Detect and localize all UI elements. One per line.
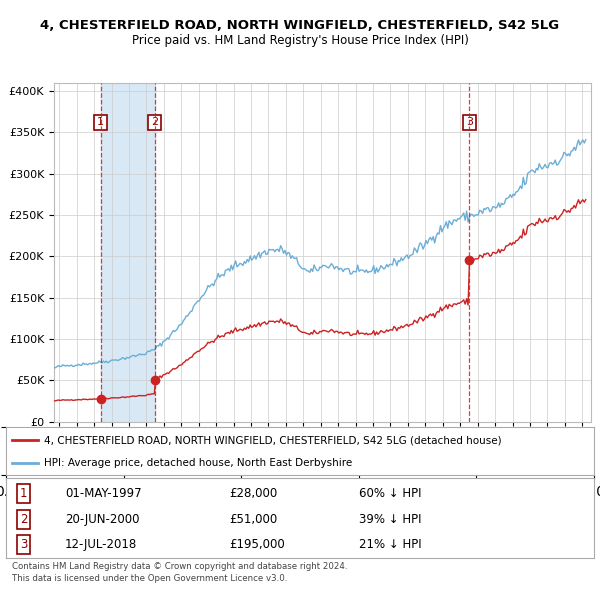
Bar xyxy=(101,83,155,422)
Text: 2: 2 xyxy=(151,117,158,127)
Text: £28,000: £28,000 xyxy=(229,487,278,500)
Text: Price paid vs. HM Land Registry's House Price Index (HPI): Price paid vs. HM Land Registry's House … xyxy=(131,34,469,47)
Text: 01-MAY-1997: 01-MAY-1997 xyxy=(65,487,142,500)
Text: 12-JUL-2018: 12-JUL-2018 xyxy=(65,538,137,551)
Text: 4, CHESTERFIELD ROAD, NORTH WINGFIELD, CHESTERFIELD, S42 5LG (detached house): 4, CHESTERFIELD ROAD, NORTH WINGFIELD, C… xyxy=(44,435,502,445)
Text: 3: 3 xyxy=(20,538,28,551)
Text: 21% ↓ HPI: 21% ↓ HPI xyxy=(359,538,421,551)
Text: 20-JUN-2000: 20-JUN-2000 xyxy=(65,513,139,526)
Text: 1: 1 xyxy=(20,487,28,500)
Text: 39% ↓ HPI: 39% ↓ HPI xyxy=(359,513,421,526)
Text: 2: 2 xyxy=(20,513,28,526)
Text: £51,000: £51,000 xyxy=(229,513,278,526)
Text: 60% ↓ HPI: 60% ↓ HPI xyxy=(359,487,421,500)
Text: 3: 3 xyxy=(466,117,473,127)
Text: 4, CHESTERFIELD ROAD, NORTH WINGFIELD, CHESTERFIELD, S42 5LG: 4, CHESTERFIELD ROAD, NORTH WINGFIELD, C… xyxy=(40,19,560,32)
Text: £195,000: £195,000 xyxy=(229,538,285,551)
Text: HPI: Average price, detached house, North East Derbyshire: HPI: Average price, detached house, Nort… xyxy=(44,458,352,468)
Text: Contains HM Land Registry data © Crown copyright and database right 2024.
This d: Contains HM Land Registry data © Crown c… xyxy=(12,562,347,583)
Text: 1: 1 xyxy=(97,117,104,127)
